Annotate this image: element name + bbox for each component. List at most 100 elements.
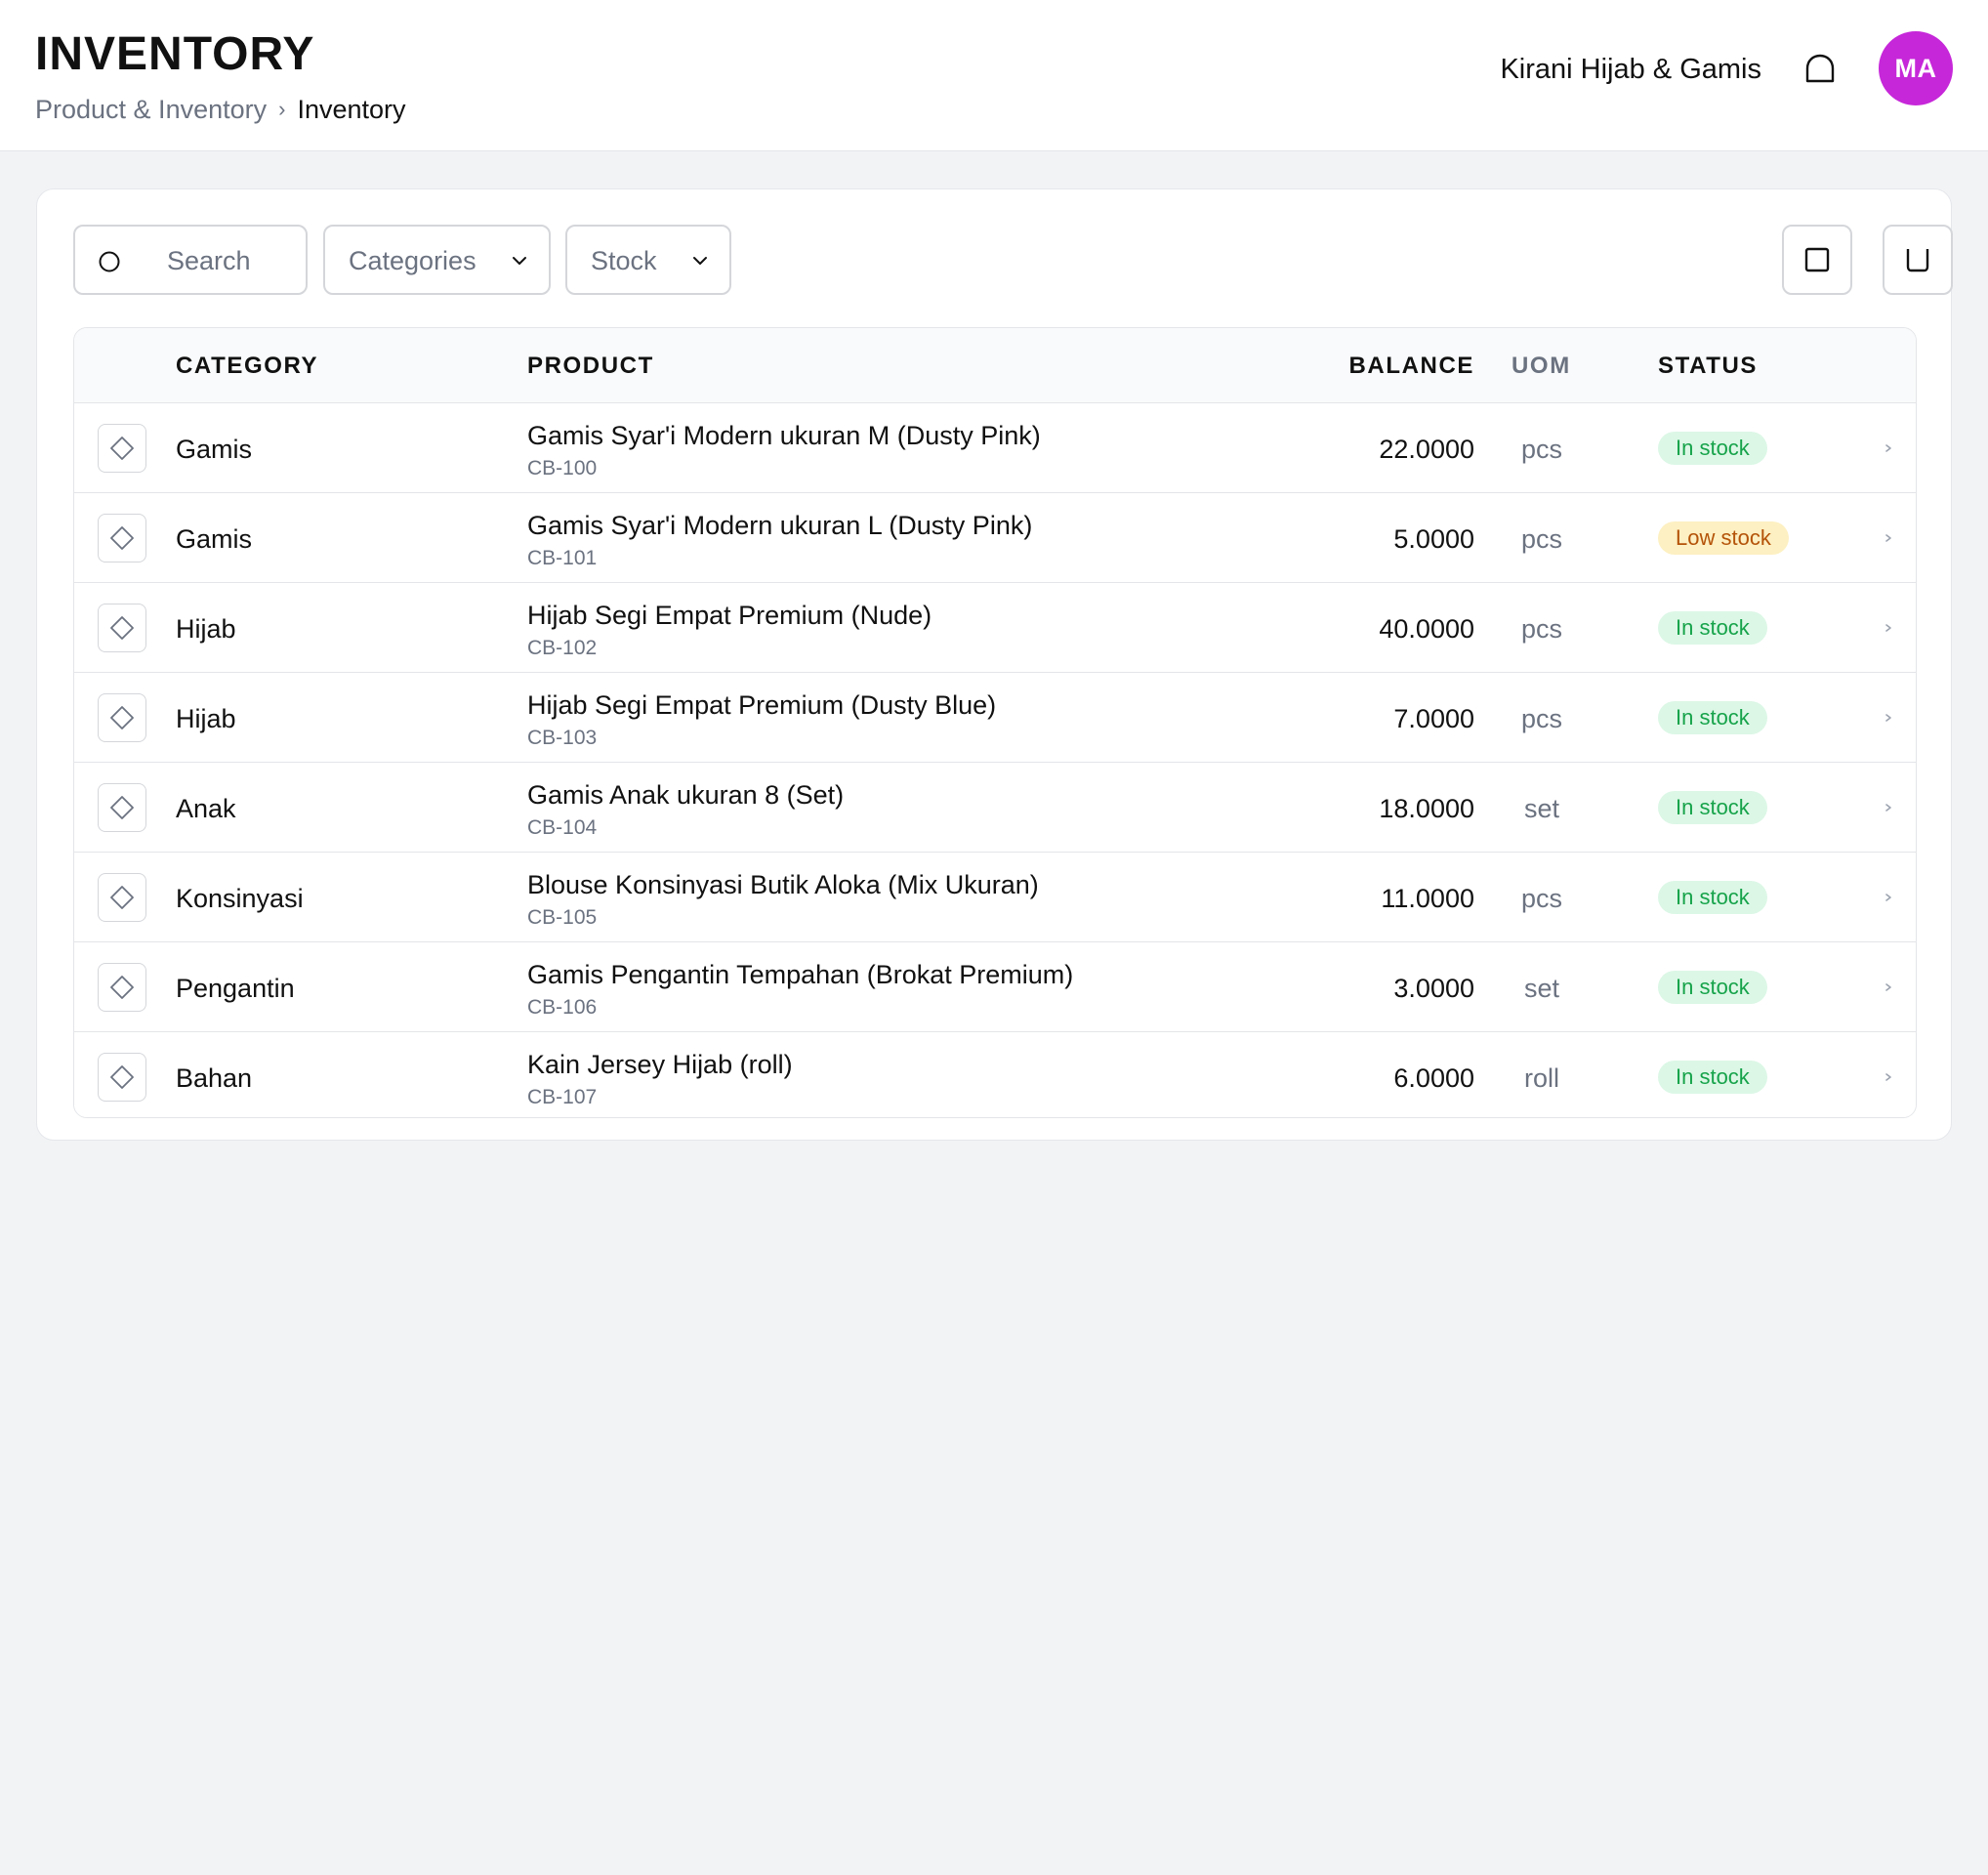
categories-dropdown-label: Categories [349,246,476,275]
chevron-right-icon[interactable] [1883,530,1894,546]
uom-cell: pcs [1520,884,1563,913]
uom-cell: pcs [1520,704,1563,733]
category-cell: Hijab [176,704,236,733]
product-sku: CB-101 [527,547,598,569]
square-icon [1804,247,1830,272]
table-row[interactable]: Hijab Hijab Segi Empat Premium (Nude) CB… [74,583,1916,673]
product-thumbnail [98,1053,146,1102]
chevron-right-icon[interactable] [1883,620,1894,636]
product-sku: CB-103 [527,727,598,749]
product-name[interactable]: Gamis Pengantin Tempahan (Brokat Premium… [527,960,1074,989]
uom-cell: pcs [1520,614,1563,644]
search-placeholder: Search [167,246,251,275]
status-badge: Low stock [1658,521,1789,555]
balance-cell: 3.0000 [1393,974,1474,1003]
product-sku: CB-102 [527,637,598,659]
stock-dropdown[interactable]: Stock [565,225,731,295]
status-badge: In stock [1658,881,1767,914]
column-header-category[interactable]: CATEGORY [176,353,319,379]
status-badge: In stock [1658,432,1767,465]
store-name[interactable]: Kirani Hijab & Gamis [1500,54,1761,85]
breadcrumb-current: Inventory [297,95,406,124]
product-thumbnail [98,693,146,742]
table-row[interactable]: Pengantin Gamis Pengantin Tempahan (Brok… [74,942,1916,1032]
column-header-uom[interactable]: UOM [1512,353,1571,379]
product-thumbnail [98,783,146,832]
product-thumbnail [98,604,146,652]
chevron-right-icon[interactable] [1883,890,1894,905]
chevron-right-icon[interactable] [1883,979,1894,995]
product-thumbnail [98,963,146,1012]
chevron-right-icon[interactable] [1883,1069,1894,1085]
product-name[interactable]: Blouse Konsinyasi Butik Aloka (Mix Ukura… [527,870,1039,899]
chevron-right-icon[interactable] [1883,440,1894,456]
status-badge: In stock [1658,791,1767,824]
status-badge: In stock [1658,1061,1767,1094]
product-name[interactable]: Kain Jersey Hijab (roll) [527,1050,793,1079]
page-title: INVENTORY [35,28,315,80]
uom-cell: pcs [1520,435,1563,464]
search-input[interactable]: Search [73,225,308,295]
diamond-icon [110,976,134,999]
table-row[interactable]: Gamis Gamis Syar'i Modern ukuran M (Dust… [74,403,1916,493]
avatar-initials: MA [1894,53,1937,83]
uom-cell: roll [1523,1063,1559,1093]
square-action-button[interactable] [1782,225,1852,295]
column-header-product[interactable]: PRODUCT [527,353,654,379]
inventory-card: Search Categories Stock CATEGO [36,188,1953,1141]
diamond-icon [110,796,134,819]
bin-action-button[interactable] [1883,225,1953,295]
avatar[interactable]: MA [1879,31,1953,105]
category-cell: Bahan [176,1063,253,1093]
bin-icon [1906,249,1929,272]
table-row[interactable]: Konsinyasi Blouse Konsinyasi Butik Aloka… [74,853,1916,942]
bell-icon[interactable] [1802,51,1838,88]
column-header-balance[interactable]: BALANCE [1348,353,1474,379]
balance-cell: 22.0000 [1379,435,1474,464]
table-row[interactable]: Bahan Kain Jersey Hijab (roll) CB-107 6.… [74,1032,1916,1117]
uom-cell: set [1523,974,1560,1003]
breadcrumb: Product & Inventory › Inventory [35,92,406,127]
diamond-icon [110,706,134,729]
inventory-table: CATEGORY PRODUCT BALANCE UOM STATUS Gami… [73,327,1917,1118]
top-header: INVENTORY Product & Inventory › Inventor… [0,0,1988,151]
toolbar: Search Categories Stock [73,225,1953,295]
table-row[interactable]: Gamis Gamis Syar'i Modern ukuran L (Dust… [74,493,1916,583]
product-sku: CB-104 [527,816,598,839]
category-cell: Pengantin [176,974,295,1003]
category-cell: Anak [176,794,236,823]
category-cell: Gamis [176,435,253,464]
uom-cell: pcs [1520,524,1563,554]
uom-cell: set [1523,794,1560,823]
diamond-icon [110,526,134,550]
product-sku: CB-107 [527,1086,598,1108]
search-icon [99,251,120,272]
chevron-right-icon[interactable] [1883,710,1894,726]
balance-cell: 18.0000 [1379,794,1474,823]
category-cell: Konsinyasi [176,884,304,913]
breadcrumb-parent-link[interactable]: Product & Inventory [35,95,268,124]
category-cell: Hijab [176,614,236,644]
balance-cell: 40.0000 [1379,614,1474,644]
chevron-right-icon[interactable] [1883,800,1894,815]
categories-dropdown[interactable]: Categories [323,225,551,295]
balance-cell: 7.0000 [1393,704,1474,733]
product-thumbnail [98,424,146,473]
product-thumbnail [98,873,146,922]
product-name[interactable]: Gamis Anak ukuran 8 (Set) [527,780,845,810]
product-sku: CB-106 [527,996,598,1019]
product-thumbnail [98,514,146,562]
product-name[interactable]: Gamis Syar'i Modern ukuran M (Dusty Pink… [527,421,1041,450]
product-name[interactable]: Gamis Syar'i Modern ukuran L (Dusty Pink… [527,511,1033,540]
status-badge: In stock [1658,611,1767,645]
chevron-down-icon [693,257,707,265]
diamond-icon [110,437,134,460]
table-row[interactable]: Anak Gamis Anak ukuran 8 (Set) CB-104 18… [74,763,1916,853]
diamond-icon [110,1065,134,1089]
table-row[interactable]: Hijab Hijab Segi Empat Premium (Dusty Bl… [74,673,1916,763]
product-name[interactable]: Hijab Segi Empat Premium (Nude) [527,601,932,630]
column-header-status[interactable]: STATUS [1658,353,1759,379]
product-name[interactable]: Hijab Segi Empat Premium (Dusty Blue) [527,690,997,720]
status-badge: In stock [1658,971,1767,1004]
product-sku: CB-105 [527,906,598,929]
